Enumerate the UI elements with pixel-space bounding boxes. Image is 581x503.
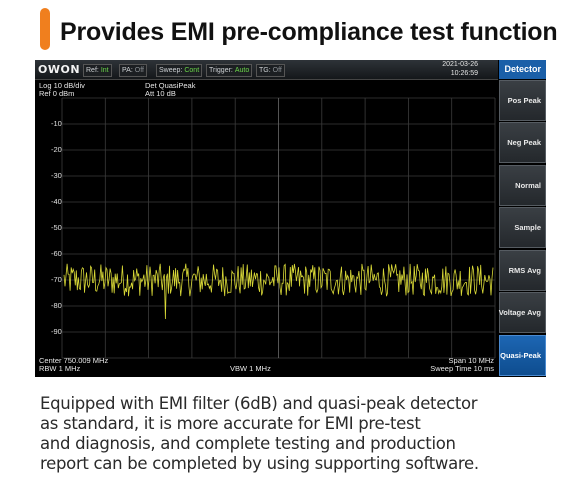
detector-label: Det QuasiPeak: [145, 81, 196, 90]
tg-status[interactable]: TG: Off: [256, 64, 285, 77]
spectrum-trace: [63, 263, 494, 320]
y-tick-label: -30: [51, 171, 62, 180]
caption-line: and diagnosis, and complete testing and …: [40, 434, 456, 453]
y-tick-label: -40: [51, 197, 62, 206]
softkey-pos-peak[interactable]: Pos Peak: [499, 80, 546, 121]
grid: [61, 97, 496, 359]
spectrum-analyzer-screen: OWON Ref: Int PA: Off Sweep: Cont Trigger: A…: [35, 60, 546, 377]
caption-line: as standard, it is more accurate for EMI…: [40, 414, 421, 433]
vbw-label: VBW 1 MHz: [230, 364, 271, 373]
y-tick-label: -80: [51, 301, 62, 310]
sweep-time-label: Sweep Time 10 ms: [430, 364, 494, 373]
menu-title: Detector: [499, 60, 546, 79]
spectrum-plot: Log 10 dB/div Ref 0 dBm Det QuasiPeak At…: [35, 80, 498, 377]
y-tick-label: -60: [51, 249, 62, 258]
caption-line: Equipped with EMI filter (6dB) and quasi…: [40, 394, 478, 413]
y-tick-label: -70: [51, 275, 62, 284]
softkey-panel: Pos Peak Neg Peak Normal Sample RMS Avg …: [499, 80, 546, 377]
caption: Equipped with EMI filter (6dB) and quasi…: [40, 394, 565, 474]
span-label: Span 10 MHz: [448, 356, 494, 365]
trigger-status[interactable]: Trigger: Auto: [206, 64, 253, 77]
accent-bar: [40, 8, 50, 50]
softkey-quasi-peak[interactable]: Quasi-Peak: [499, 335, 546, 376]
status-bar: OWON Ref: Int PA: Off Sweep: Cont Trigger: A…: [35, 60, 498, 80]
softkey-neg-peak[interactable]: Neg Peak: [499, 122, 546, 163]
softkey-normal[interactable]: Normal: [499, 165, 546, 206]
y-tick-label: -90: [51, 327, 62, 336]
atten-label: Att 10 dB: [145, 89, 176, 98]
rbw-label: RBW 1 MHz: [39, 364, 81, 373]
softkey-rms-avg[interactable]: RMS Avg: [499, 250, 546, 291]
time: 10:26:59: [450, 69, 478, 77]
date: 2021-03-26: [442, 61, 478, 68]
softkey-sample[interactable]: Sample: [499, 207, 546, 248]
ref-level-label: Ref 0 dBm: [39, 89, 75, 98]
sweep-status[interactable]: Sweep: Cont: [156, 64, 203, 77]
scale-label: Log 10 dB/div: [39, 81, 85, 90]
spectrum-graph: [61, 97, 496, 359]
y-tick-label: -20: [51, 145, 62, 154]
y-tick-label: -10: [51, 119, 62, 128]
center-frequency: Center 750.009 MHz: [39, 356, 109, 365]
y-tick-label: -50: [51, 223, 62, 232]
owon-logo: OWON: [38, 63, 81, 76]
datetime: 2021-03-26 10:26:59: [442, 61, 478, 78]
headline: Provides EMI pre-compliance test functio…: [60, 18, 558, 46]
ref-status[interactable]: Ref: Int: [83, 64, 112, 77]
pa-status[interactable]: PA: Off: [119, 64, 147, 77]
softkey-voltage-avg[interactable]: Voltage Avg: [499, 292, 546, 333]
caption-line: report can be completed by using support…: [40, 454, 479, 473]
